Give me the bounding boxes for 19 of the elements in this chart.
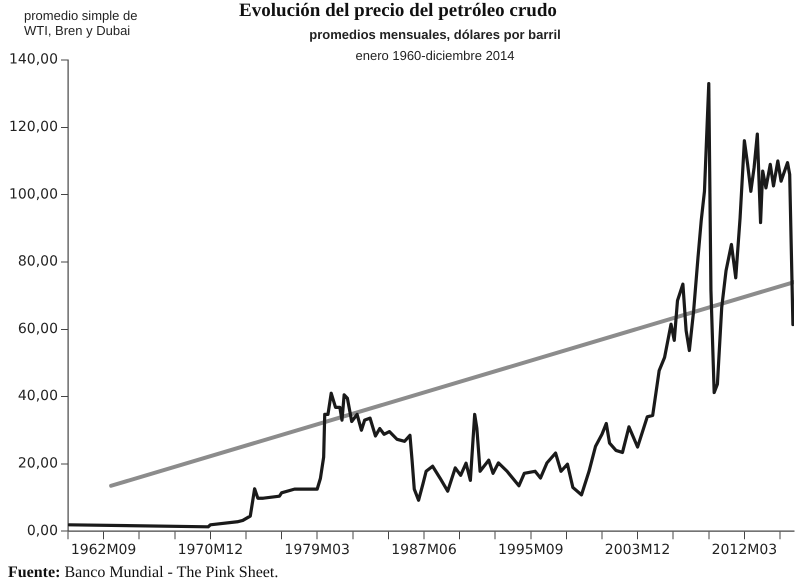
x-tick-label: 1979M03	[284, 542, 350, 558]
y-tick-label: 0,00	[26, 522, 58, 539]
chart-subtitle: promedios mensuales, dólares por barril enero 1960-diciembre 2014	[308, 26, 562, 65]
y-tick-label: 60,00	[18, 320, 58, 337]
chart-title: Evolución del precio del petróleo crudo	[239, 0, 557, 21]
x-tick-label: 1995M09	[498, 542, 564, 558]
y-tick-label: 20,00	[18, 456, 58, 472]
y-tick-label: 100,00	[8, 186, 58, 202]
x-tick-label: 2003M12	[604, 542, 670, 558]
x-tick-label: 1962M09	[70, 542, 136, 558]
x-tick-label: 2012M03	[712, 542, 778, 558]
y-axis-title: promedio simple de WTI, Bren y Dubai	[24, 8, 138, 38]
y-tick-label: 140,00	[8, 52, 58, 68]
y-tick-label: 80,00	[18, 254, 58, 270]
y-tick-label: 40,00	[18, 388, 58, 404]
y-tick-label: 120,00	[8, 118, 58, 135]
x-tick-label: 1970M12	[178, 542, 244, 558]
source-note: Fuente: Banco Mundial - The Pink Sheet.	[8, 564, 278, 582]
x-tick-label: 1987M06	[391, 542, 457, 558]
